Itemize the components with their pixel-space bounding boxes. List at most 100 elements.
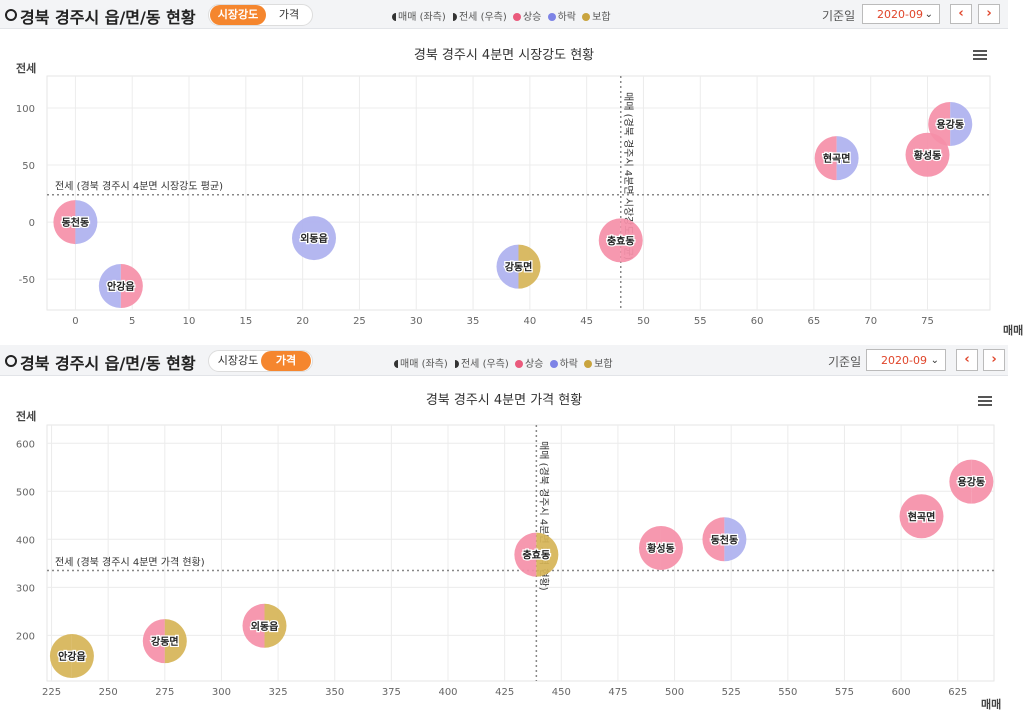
bubble: 안강읍 (98, 264, 143, 309)
chart-title: 경북 경주시 4분면 가격 현황 (425, 393, 583, 408)
legend-down: 하락 (557, 12, 576, 23)
bubble-label: 현곡면 (908, 510, 936, 523)
date-select[interactable]: 2020-09 ⌄ (862, 4, 940, 24)
date-select[interactable]: 2020-09 ⌄ (866, 349, 946, 371)
bubble-buy-half (949, 459, 972, 504)
x-tick-label: 55 (694, 316, 707, 327)
x-tick-label: 25 (353, 316, 366, 327)
legend-hold: 보합 (592, 12, 611, 23)
y-tick-label: 0 (29, 218, 35, 229)
prev-button[interactable]: ‹ (950, 4, 972, 24)
panel-title: 경북 경주시 읍/면/동 현황 (20, 354, 196, 373)
bubble-label: 동천동 (711, 533, 739, 546)
bubble-lease-half (264, 603, 287, 648)
left-half-icon (392, 13, 396, 21)
basis-date-label: 기준일 (828, 355, 862, 369)
bubble: 강동면 (496, 244, 541, 289)
next-button[interactable]: › (983, 349, 1005, 371)
x-tick-label: 250 (99, 687, 118, 698)
bubble-lease-half (120, 264, 143, 309)
legend-hold: 보합 (594, 359, 613, 370)
y-tick-label: 300 (16, 583, 35, 594)
basis-date-label: 기준일 (822, 9, 856, 23)
bubble-buy-half (899, 494, 922, 539)
chart-title: 경북 경주시 4분면 시장강도 현황 (413, 48, 595, 63)
x-tick-label: 475 (608, 687, 627, 698)
x-tick-label: 400 (438, 687, 457, 698)
avg-lease-label: 전세 (경북 경주시 4분면 시장강도 평균) (55, 180, 223, 193)
bubble-buy-half (49, 634, 72, 679)
x-tick-label: 600 (892, 687, 911, 698)
bubble-buy-half (291, 216, 314, 261)
x-tick-label: 5 (129, 316, 135, 327)
x-tick-label: 225 (42, 687, 61, 698)
up-dot-icon (514, 360, 523, 368)
bubble-buy-half (814, 136, 837, 181)
bubble-lease-half (536, 532, 559, 577)
chevron-down-icon: ⌄ (930, 355, 939, 366)
tab-market-strength[interactable]: 시장강도 (217, 354, 259, 367)
bubble-label: 외동읍 (300, 233, 328, 245)
x-tick-label: 325 (269, 687, 288, 698)
x-tick-label: 65 (808, 316, 821, 327)
bubble: 현곡면 (899, 494, 944, 539)
bubble-label: 현곡면 (823, 152, 851, 165)
x-tick-label: 525 (722, 687, 741, 698)
x-tick-label: 35 (467, 316, 480, 327)
next-button[interactable]: › (978, 4, 1000, 24)
bubble-lease-half (313, 216, 336, 261)
bubble-label: 황성동 (914, 149, 942, 162)
tab-price[interactable]: 가격 (261, 351, 311, 371)
bubble-buy-half (638, 525, 661, 570)
left-half-icon (394, 360, 398, 368)
y-tick-label: 50 (22, 161, 35, 172)
bubble-label: 강동면 (505, 261, 533, 274)
bubble-buy-half (53, 200, 76, 245)
bubble: 충효동 (598, 218, 643, 263)
market-strength-panel: 경북 경주시 읍/면/동 현황 시장강도 가격 매매 (좌측) 전세 (우측) … (0, 0, 1026, 345)
chart-menu-icon[interactable] (973, 50, 987, 61)
bubble: 현곡면 (814, 136, 859, 181)
bubble-label: 외동읍 (251, 621, 279, 633)
y-tick-label: 200 (16, 631, 35, 642)
bubble-lease-half (971, 459, 994, 504)
x-axis-title: 매매 (1003, 323, 1023, 337)
bubble-lease-half (921, 494, 944, 539)
legend-buy: 매매 (좌측) (398, 12, 446, 23)
bubble: 충효동 (514, 532, 559, 577)
bubble-buy-half (496, 244, 519, 289)
legend-up: 상승 (524, 359, 544, 370)
bubble: 용강동 (928, 101, 973, 146)
avg-lease-label: 전세 (경북 경주시 4분면 가격 현황) (55, 556, 205, 569)
up-dot-icon (512, 13, 521, 21)
avg-buy-label: 매매 (경북 경주시 4분면 시장강도 평균) (622, 92, 635, 260)
panel-header: 경북 경주시 읍/면/동 현황 시장강도 가격 매매 (좌측) 전세 (우측) … (0, 0, 1008, 29)
bullet-ring-icon (5, 9, 17, 21)
hold-dot-icon (582, 13, 591, 21)
tab-price[interactable]: 가격 (278, 8, 300, 21)
prev-button[interactable]: ‹ (956, 349, 978, 371)
legend: 매매 (좌측) 전세 (우측) 상승 하락 보합 (394, 355, 613, 370)
bubble: 안강읍 (49, 634, 94, 679)
bubble: 황성동 (638, 525, 683, 570)
y-axis-title: 전세 (16, 61, 36, 75)
legend-lease: 전세 (우측) (458, 12, 507, 23)
bubble-lease-half (164, 619, 187, 664)
view-toggle: 시장강도 가격 (208, 4, 313, 26)
price-chart: 225 250 275 300 325 350 375 400 425 450 475 500 525 5… (16, 409, 1001, 711)
bubble-label: 동천동 (62, 216, 90, 229)
bubble: 동천동 (702, 517, 747, 562)
bubble-label: 황성동 (647, 542, 675, 555)
bubble-buy-half (242, 603, 265, 648)
x-tick-label: 350 (325, 687, 344, 698)
x-tick-label: 625 (948, 687, 967, 698)
chart-menu-icon[interactable] (978, 396, 992, 407)
y-tick-label: -50 (19, 275, 35, 286)
tab-market-strength[interactable]: 시장강도 (210, 5, 266, 25)
x-tick-label: 500 (665, 687, 684, 698)
bubble-buy-half (702, 517, 725, 562)
bubble-label: 용강동 (936, 118, 964, 131)
bubble-lease-half (724, 517, 747, 562)
bubble-lease-half (620, 218, 643, 263)
x-tick-label: 40 (523, 316, 536, 327)
